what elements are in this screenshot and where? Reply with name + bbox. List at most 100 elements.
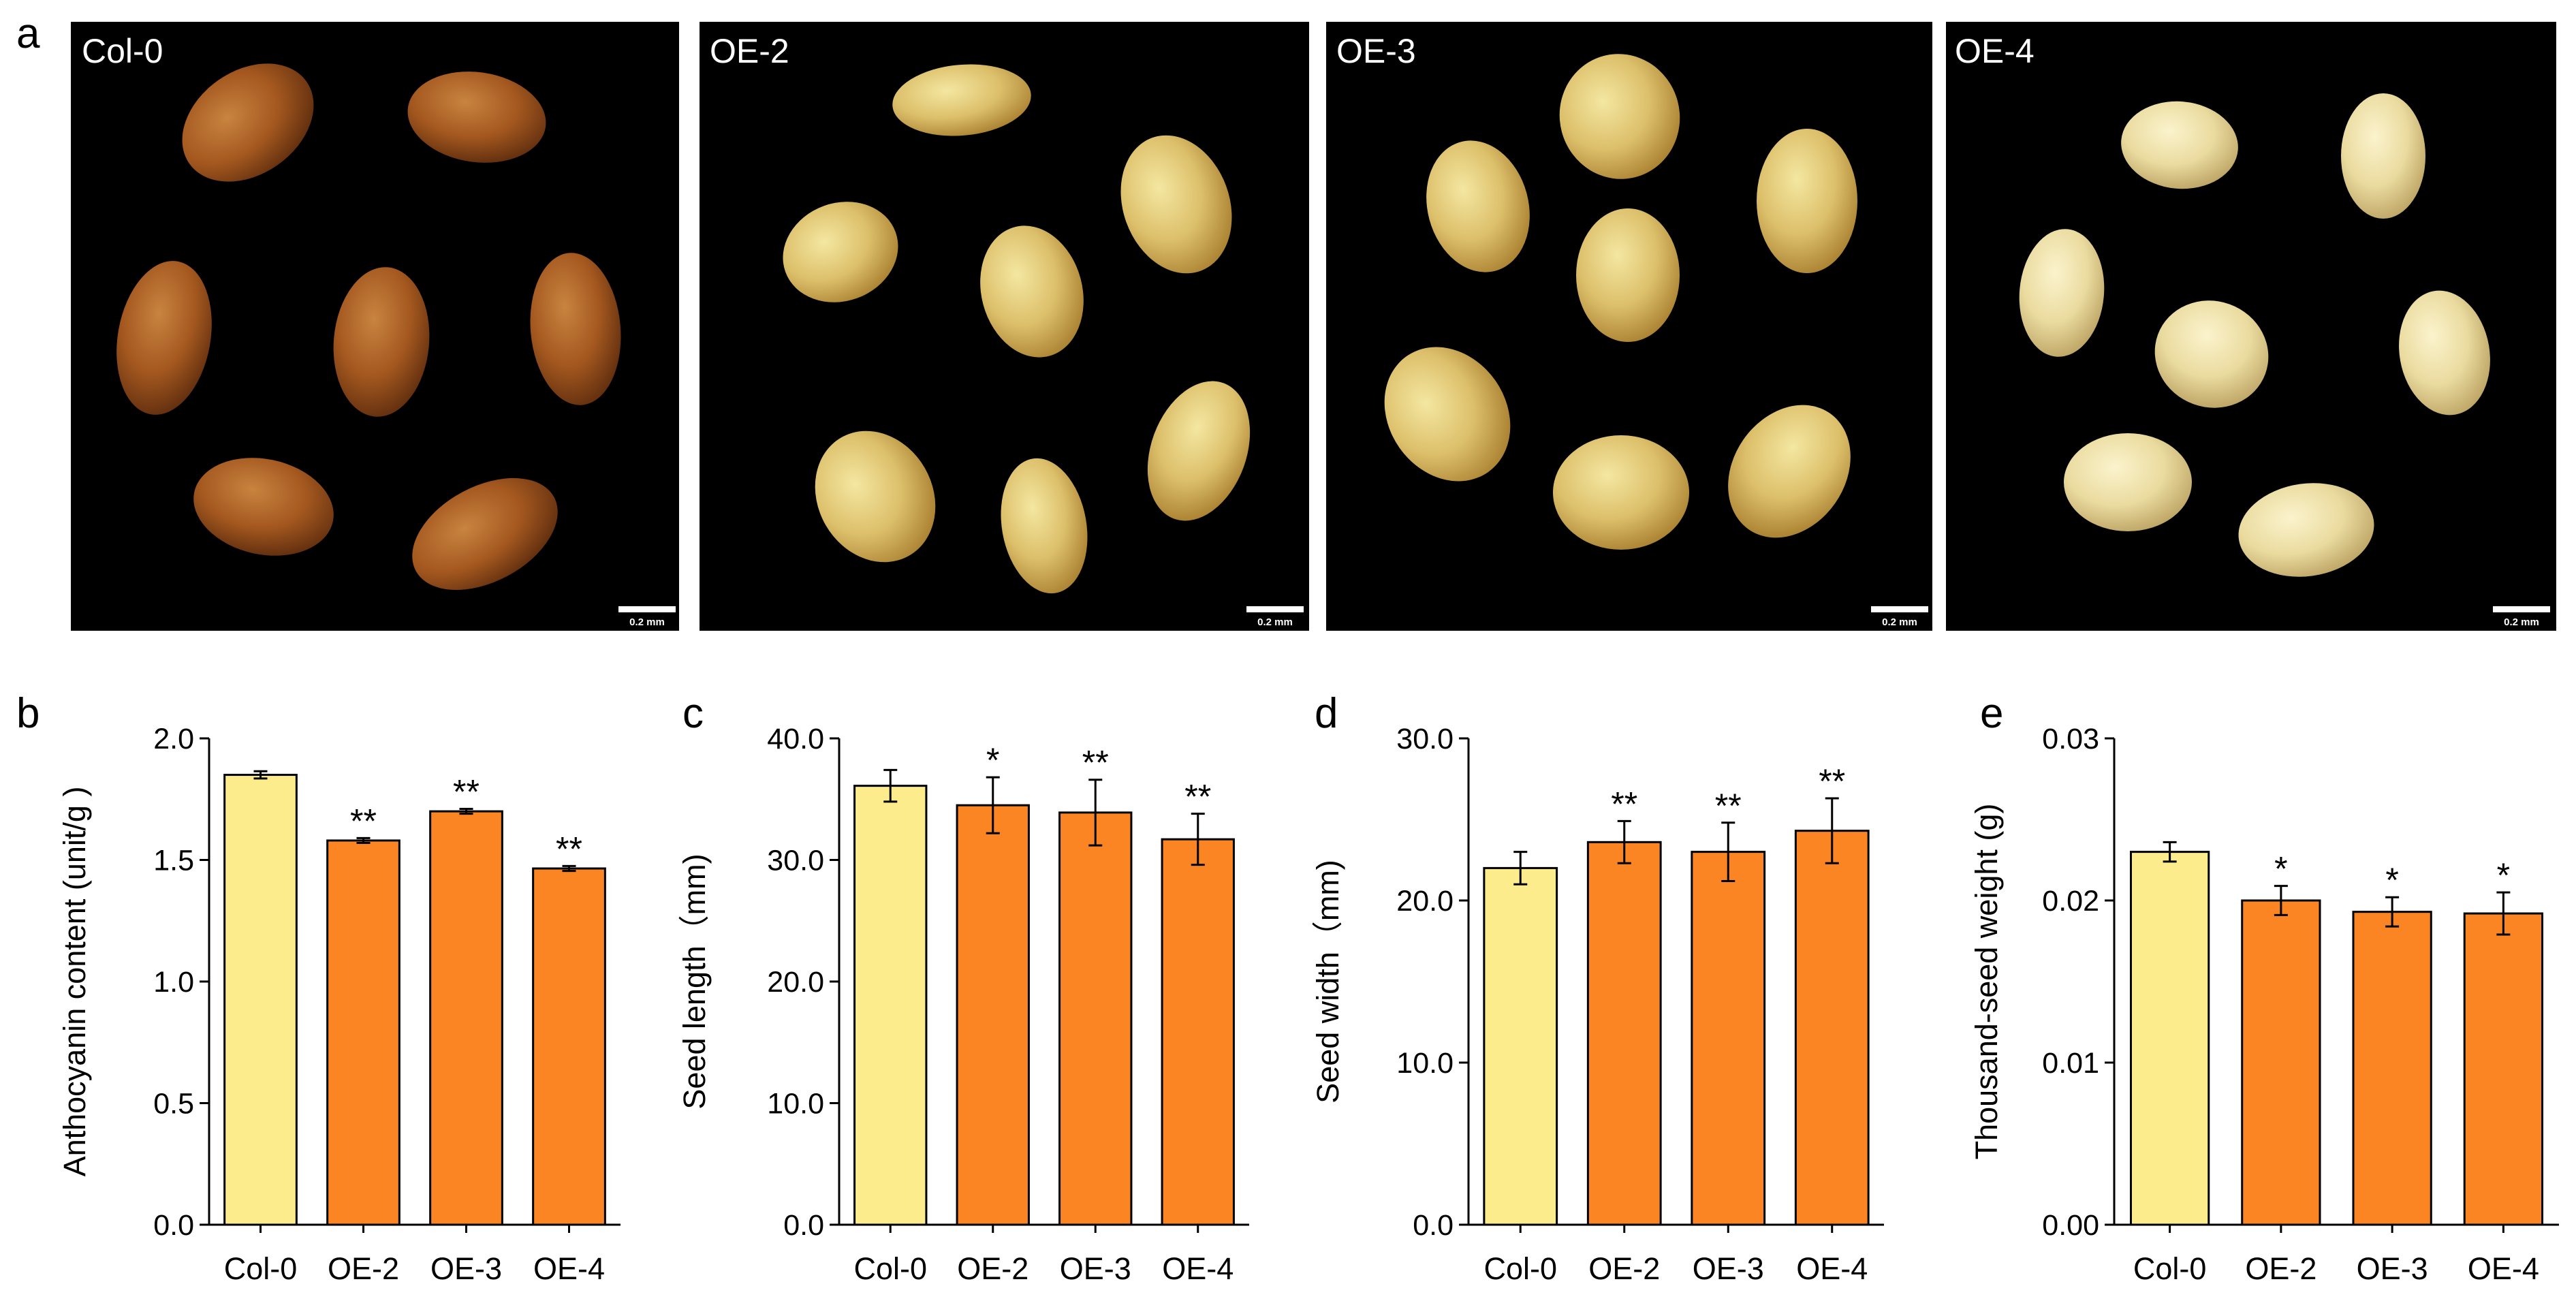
significance-marker: * xyxy=(2497,856,2510,894)
seed xyxy=(2064,433,2192,531)
photo-label: OE-3 xyxy=(1336,32,1416,70)
y-tick-label: 1.0 xyxy=(153,966,194,999)
y-tick-label: 10.0 xyxy=(1396,1047,1454,1080)
y-tick-label: 0.00 xyxy=(2042,1209,2099,1242)
x-tick-label: OE-2 xyxy=(1588,1251,1660,1286)
y-axis-label: Seed length（mm) xyxy=(677,853,712,1109)
bar-oe-3 xyxy=(1058,811,1133,1226)
photo-label: Col-0 xyxy=(82,32,163,70)
chart-panel-d: d Seed width（mm) 0.0 10.0 20.0 30.0 Col-0 ** OE-… xyxy=(1310,690,1884,1286)
x-tick-label: OE-4 xyxy=(1796,1251,1868,1286)
seed xyxy=(1001,458,1088,594)
scale-bar-label: 0.2 mm xyxy=(1257,616,1293,628)
y-tick-label: 0.0 xyxy=(1413,1209,1454,1242)
seed xyxy=(2399,290,2490,416)
seed xyxy=(815,430,936,563)
x-tick-label: OE-2 xyxy=(2245,1251,2316,1286)
scale-bar xyxy=(2493,606,2550,612)
x-tick-label: Col-0 xyxy=(1483,1251,1557,1286)
bar-oe-4 xyxy=(1794,830,1870,1226)
seed xyxy=(783,202,898,302)
panel-letter-d: d xyxy=(1315,690,1338,737)
seed xyxy=(1384,347,1511,482)
seed xyxy=(182,63,314,182)
x-tick-label: OE-3 xyxy=(430,1251,502,1286)
x-tick-label: Col-0 xyxy=(853,1251,927,1286)
panel-letter-c: c xyxy=(682,690,704,737)
significance-marker: * xyxy=(2385,861,2398,899)
x-tick-label: OE-4 xyxy=(1162,1251,1234,1286)
photo-oe-2: OE-2 0.2 mm xyxy=(700,22,1309,631)
significance-marker: * xyxy=(986,741,999,779)
significance-marker: ** xyxy=(1611,785,1637,823)
seed xyxy=(116,261,212,415)
seed xyxy=(530,253,621,405)
significance-marker: ** xyxy=(1715,787,1742,825)
bar-oe-4 xyxy=(1161,838,1235,1226)
seed xyxy=(2121,101,2238,189)
seed-group xyxy=(1384,54,1857,550)
seed-group xyxy=(116,63,621,591)
photo-oe-3: OE-3 0.2 mm xyxy=(1326,22,1932,631)
seed xyxy=(2238,483,2374,577)
bar-oe-2 xyxy=(2241,899,2321,1226)
seed xyxy=(407,72,546,163)
y-tick-label: 0.0 xyxy=(153,1209,194,1242)
y-tick-label: 0.03 xyxy=(2042,723,2099,755)
seed xyxy=(2341,93,2425,219)
bar-col-0 xyxy=(853,785,928,1226)
photo-label: OE-4 xyxy=(1955,32,2035,70)
y-tick-label: 0.5 xyxy=(153,1088,194,1120)
seed-group xyxy=(783,64,1251,594)
seed xyxy=(1757,129,1857,273)
photo-label: OE-2 xyxy=(710,32,789,70)
seed xyxy=(1120,135,1232,274)
x-tick-label: OE-3 xyxy=(2357,1251,2428,1286)
x-tick-label: Col-0 xyxy=(2133,1251,2207,1286)
seed xyxy=(2154,300,2269,408)
seed xyxy=(1426,140,1530,272)
bar-oe-4 xyxy=(2463,912,2544,1226)
bar-oe-2 xyxy=(956,804,1030,1226)
bar-oe-2 xyxy=(1586,841,1662,1226)
seed xyxy=(412,477,558,591)
y-tick-label: 30.0 xyxy=(1396,723,1454,755)
y-tick-label: 0.02 xyxy=(2042,885,2099,918)
seed xyxy=(333,267,430,417)
significance-marker: ** xyxy=(350,802,377,840)
y-axis-label: Thousand-seed weight (g) xyxy=(1969,804,2004,1160)
significance-marker: ** xyxy=(556,830,582,868)
scale-bar xyxy=(618,606,676,612)
photo-oe-4: OE-4 0.2 mm xyxy=(1946,22,2556,631)
y-tick-label: 0.0 xyxy=(783,1209,824,1242)
x-tick-label: OE-4 xyxy=(533,1251,605,1286)
significance-marker: ** xyxy=(1082,744,1109,782)
scale-bar-label: 0.2 mm xyxy=(2504,616,2539,628)
panel-letter-b: b xyxy=(16,690,40,737)
seed xyxy=(892,64,1031,136)
seed xyxy=(2019,229,2105,357)
y-tick-label: 1.5 xyxy=(153,845,194,877)
bar-col-0 xyxy=(223,774,298,1226)
seed xyxy=(193,458,334,556)
y-axis-label: Anthocyanin content (unit/g ) xyxy=(57,787,92,1177)
bar-oe-3 xyxy=(429,810,503,1226)
panel-letter-e: e xyxy=(1980,690,2003,737)
chart-panel-c: c Seed length（mm) 0.0 10.0 20.0 30.0 40.0 Col-0… xyxy=(677,690,1249,1286)
photo-col-0: Col-0 0.2 mm xyxy=(71,22,679,631)
x-tick-label: OE-2 xyxy=(957,1251,1028,1286)
significance-marker: ** xyxy=(1184,778,1211,816)
seed xyxy=(1147,381,1251,521)
x-tick-label: OE-2 xyxy=(328,1251,399,1286)
seed xyxy=(980,225,1084,358)
bar-oe-2 xyxy=(326,839,400,1226)
significance-marker: ** xyxy=(1819,762,1845,800)
significance-marker: * xyxy=(2274,850,2287,888)
scale-bar-label: 0.2 mm xyxy=(1882,616,1917,628)
seed xyxy=(1728,405,1851,538)
y-tick-label: 30.0 xyxy=(767,845,824,877)
panel-letter-a: a xyxy=(16,10,40,57)
significance-marker: ** xyxy=(453,773,480,811)
x-tick-label: Col-0 xyxy=(224,1251,298,1286)
